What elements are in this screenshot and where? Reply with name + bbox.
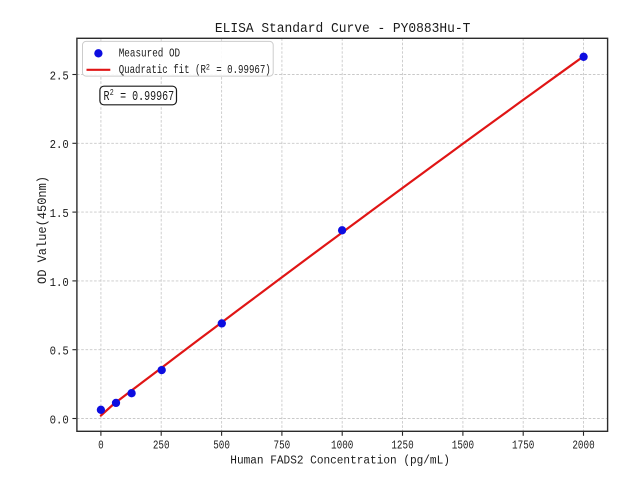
svg-text:2: 2 [110, 88, 114, 98]
svg-text:500: 500 [213, 439, 230, 452]
svg-text:1000: 1000 [331, 439, 353, 452]
svg-text:OD Value(450nm): OD Value(450nm) [36, 176, 50, 284]
svg-text:2.0: 2.0 [50, 140, 69, 153]
svg-text:750: 750 [274, 439, 291, 452]
svg-text:ELISA Standard Curve - PY0883H: ELISA Standard Curve - PY0883Hu-T [215, 22, 470, 38]
svg-text:1250: 1250 [391, 439, 413, 452]
svg-text:1500: 1500 [452, 439, 474, 452]
svg-text:2: 2 [206, 64, 210, 73]
svg-text:R: R [104, 89, 110, 105]
svg-text:0.0: 0.0 [50, 415, 69, 428]
svg-text:250: 250 [153, 439, 170, 452]
svg-text:0.5: 0.5 [50, 346, 69, 359]
svg-text:1.5: 1.5 [50, 209, 69, 222]
svg-text:Human FADS2 Concentration (pg/: Human FADS2 Concentration (pg/mL) [230, 454, 450, 467]
svg-text:2000: 2000 [572, 439, 594, 452]
svg-text:= 0.99967): = 0.99967) [211, 64, 271, 77]
svg-text:1.0: 1.0 [50, 277, 69, 290]
svg-text:= 0.99967: = 0.99967 [114, 89, 174, 105]
svg-text:Measured OD: Measured OD [119, 48, 180, 61]
svg-text:Quadratic fit (R: Quadratic fit (R [119, 64, 206, 77]
svg-text:2.5: 2.5 [50, 71, 69, 84]
svg-text:0: 0 [98, 439, 104, 452]
svg-text:1750: 1750 [512, 439, 534, 452]
